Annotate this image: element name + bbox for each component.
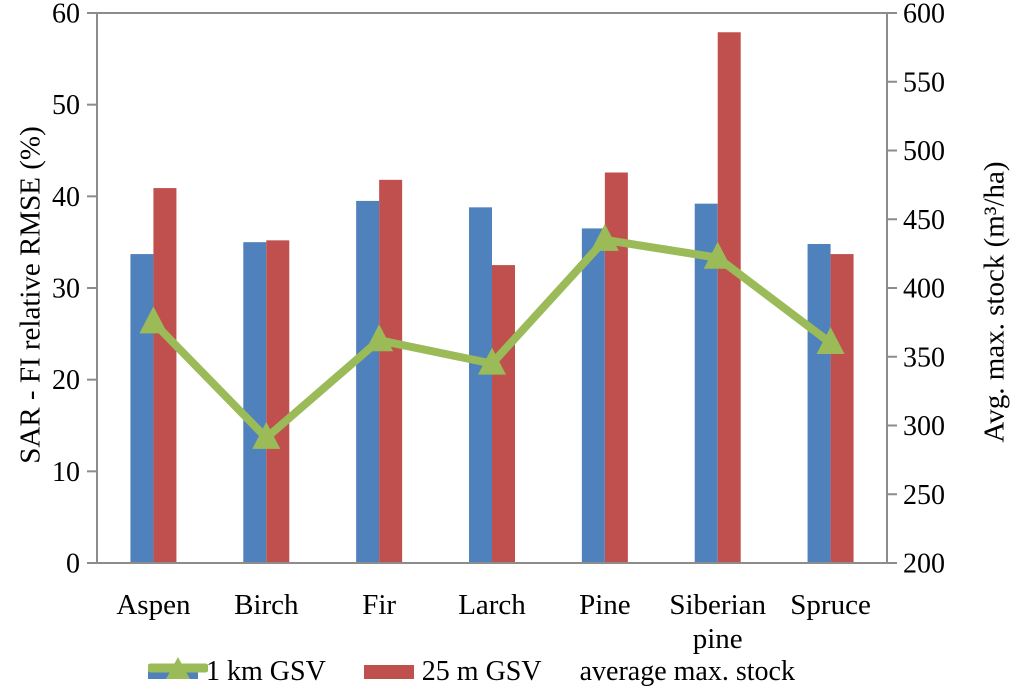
bar-1-km-gsv-aspen (130, 254, 154, 564)
bar-1-km-gsv-birch (243, 242, 267, 563)
y-right-tick-label: 450 (903, 205, 945, 236)
legend-label-avg-max-stock: average max. stock (579, 656, 795, 687)
category-label-fir: Fir (362, 589, 396, 621)
category-label-siberian-pine: pine (693, 623, 743, 655)
bar-25-m-gsv-aspen (153, 188, 177, 564)
legend-item-25m-gsv: 25 m GSV (363, 656, 542, 688)
y-left-tick-label: 60 (52, 0, 80, 30)
y-right-tick-label: 300 (903, 411, 945, 442)
y-left-tick-label: 20 (52, 365, 80, 396)
bar-25-m-gsv-birch (266, 240, 290, 564)
y-right-tick-label: 500 (903, 136, 945, 167)
bar-1-km-gsv-pine (581, 228, 605, 563)
legend: 1 km GSV 25 m GSV average max. stock (148, 654, 795, 690)
line-point-marker-aspen (139, 306, 168, 334)
line-point-marker-spruce (816, 327, 845, 354)
legend-item-avg-max-stock: average max. stock (148, 656, 795, 688)
plot-border (96, 12, 888, 564)
y-right-tick-label: 600 (903, 0, 945, 30)
category-label-siberian-pine: Siberian (669, 589, 766, 621)
legend-triangle-marker (166, 657, 190, 679)
y-left-tick-label: 50 (52, 90, 80, 121)
line-point-marker-birch (252, 421, 281, 449)
line-point-marker-siberian-pine (703, 241, 732, 269)
left-axis-title: SAR - FI relative RMSE (%) (14, 126, 47, 464)
category-label-aspen: Aspen (116, 589, 191, 621)
category-label-larch: Larch (458, 589, 526, 621)
y-right-tick-label: 400 (903, 274, 945, 305)
y-left-tick-label: 30 (52, 274, 80, 305)
y-right-tick-label: 250 (903, 480, 945, 511)
y-left-tick-label: 10 (52, 457, 80, 488)
bar-25-m-gsv-siberian-pine (717, 32, 741, 563)
line-point-marker-larch (478, 347, 506, 375)
legend-swatch-25m-gsv-icon (363, 665, 414, 679)
y-left-tick-label: 0 (66, 549, 80, 580)
bar-25-m-gsv-larch (492, 265, 515, 563)
bar-25-m-gsv-pine (604, 172, 628, 563)
line-point-marker-fir (365, 324, 394, 352)
y-right-tick-label: 350 (903, 342, 945, 373)
bar-25-m-gsv-spruce (830, 254, 854, 564)
bar-25-m-gsv-fir (379, 179, 403, 564)
category-label-birch: Birch (234, 589, 299, 621)
bar-1-km-gsv-fir (356, 200, 380, 563)
y-right-tick-label: 200 (903, 549, 945, 580)
legend-label-25m-gsv: 25 m GSV (421, 656, 542, 687)
category-label-pine: Pine (579, 589, 631, 621)
legend-line-marker-icon (148, 657, 208, 679)
y-right-tick-label: 550 (903, 67, 945, 98)
line-point-marker-pine (590, 223, 619, 251)
right-axis-title: Avg. max. stock (m³/ha) (978, 161, 1011, 443)
bar-1-km-gsv-siberian-pine (694, 203, 718, 563)
bar-1-km-gsv-larch (469, 207, 492, 564)
bar-1-km-gsv-spruce (807, 244, 831, 563)
y-left-tick-label: 40 (52, 182, 80, 213)
legend-label-1km-gsv: 1 km GSV (206, 656, 326, 687)
category-label-spruce: Spruce (790, 589, 871, 621)
